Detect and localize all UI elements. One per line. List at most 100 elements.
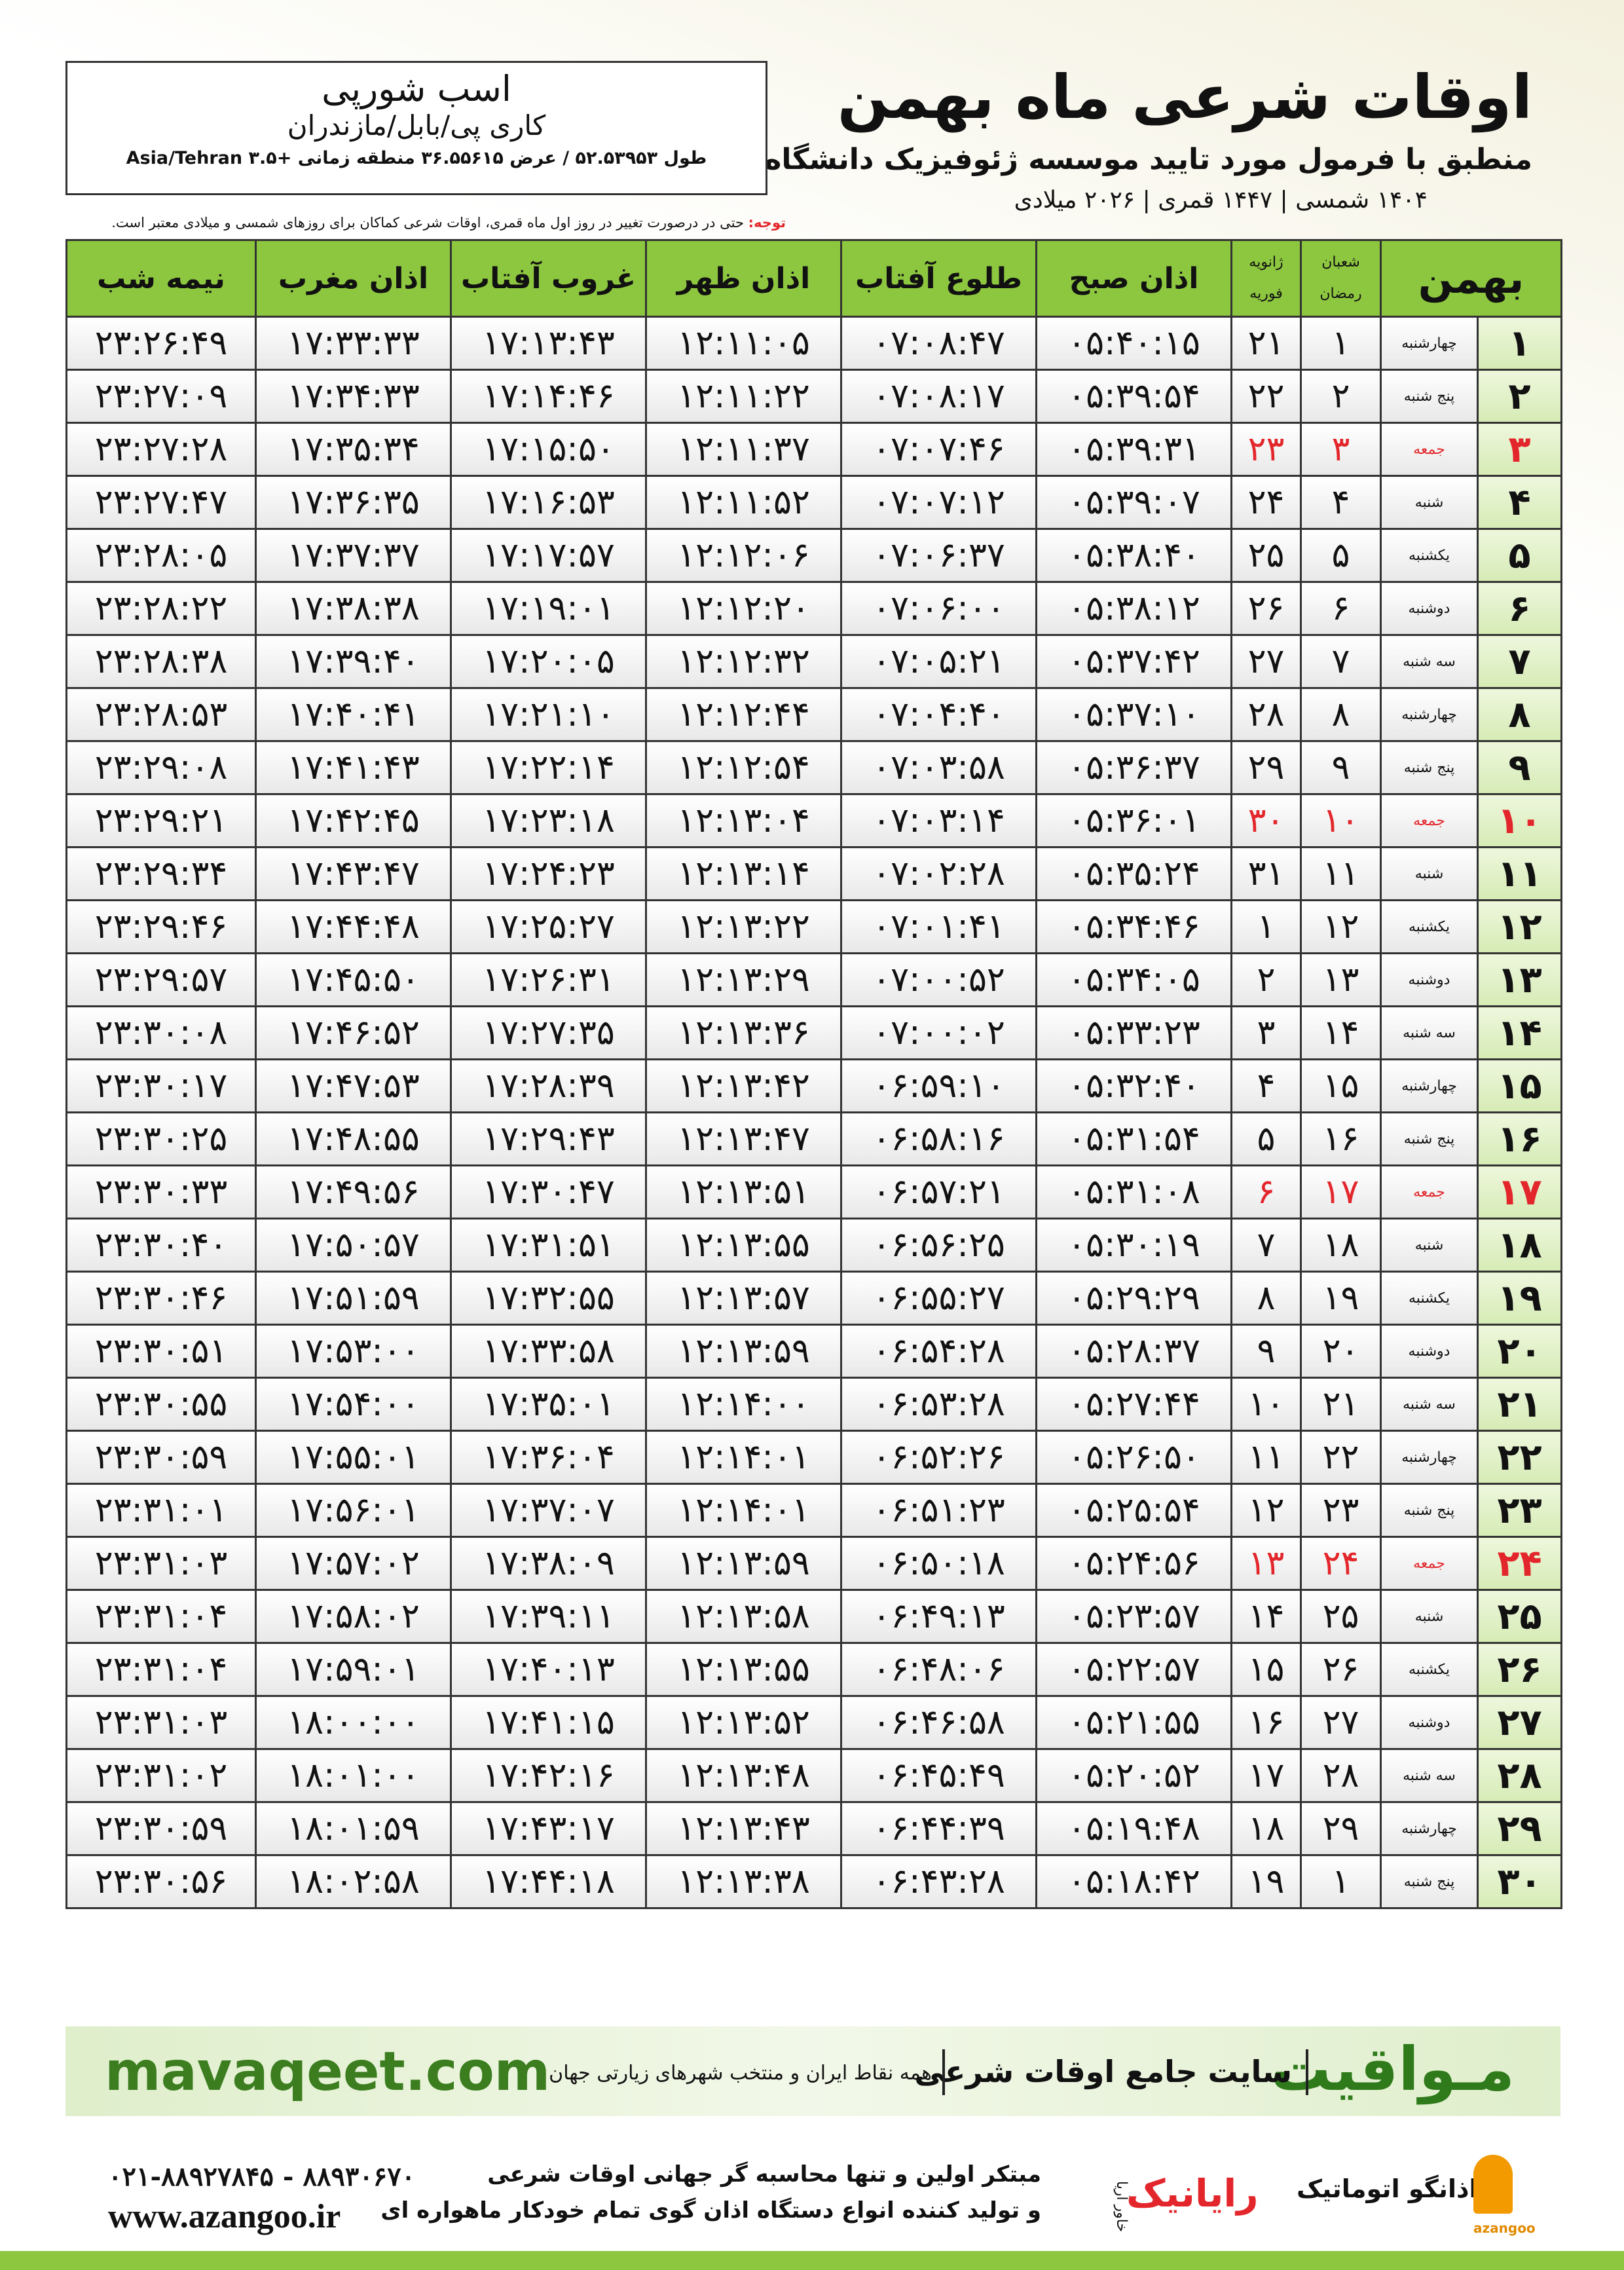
sunset: ۱۷:۳۱:۵۱: [450, 1218, 647, 1273]
sunset: ۱۷:۳۳:۵۸: [450, 1324, 647, 1379]
maghrib: ۱۷:۴۱:۴۳: [255, 740, 452, 795]
weekday: دوشنبه: [1379, 581, 1479, 636]
sunrise: ۰۶:۴۴:۳۹: [840, 1801, 1037, 1856]
sunrise: ۰۷:۰۳:۱۴: [840, 793, 1037, 848]
gregorian-day: ۱۰: [1230, 1377, 1302, 1432]
sunset: ۱۷:۴۱:۱۵: [450, 1695, 647, 1750]
dhuhr: ۱۲:۱۴:۰۰: [645, 1377, 842, 1432]
fajr: ۰۵:۲۵:۵۴: [1035, 1483, 1232, 1538]
weekday: سه شنبه: [1379, 634, 1479, 689]
sunset: ۱۷:۴۰:۱۳: [450, 1642, 647, 1697]
hijri-day: ۱۰: [1300, 793, 1382, 848]
sunset: ۱۷:۲۴:۲۳: [450, 846, 647, 901]
gregorian-day: ۲۷: [1230, 634, 1302, 689]
fajr: ۰۵:۱۹:۴۸: [1035, 1801, 1232, 1856]
hijri-day: ۲: [1300, 369, 1382, 424]
hijri-day: ۲۳: [1300, 1483, 1382, 1538]
logo-sub: خاور آریا: [1113, 2181, 1130, 2233]
site-url: mavaqeet.com: [105, 2041, 551, 2103]
fajr: ۰۵:۱۸:۴۲: [1035, 1854, 1232, 1909]
gregorian-day: ۲۳: [1230, 422, 1302, 477]
maghrib: ۱۷:۵۸:۰۲: [255, 1589, 452, 1644]
maghrib: ۱۷:۴۷:۵۳: [255, 1058, 452, 1113]
times-table: بهمن شعبان رمضان ژانویه فوریه اذان صبح طلوع…: [65, 239, 1563, 1909]
note-label: توجه:: [748, 215, 786, 231]
sunset: ۱۷:۱۹:۰۱: [450, 581, 647, 636]
sunset: ۱۷:۳۲:۵۵: [450, 1271, 647, 1326]
header-row: بهمن شعبان رمضان ژانویه فوریه اذان صبح طلوع…: [65, 239, 1563, 318]
row: ۹ پنج شنبه ۹ ۲۹ ۰۵:۳۶:۳۷ ۰۷:۰۳:۵۸ ۱۲:۱۲:۵۴ ۱۷:۲…: [65, 740, 1563, 795]
hijri-day: ۱۷: [1300, 1164, 1382, 1219]
midnight: ۲۳:۳۱:۰۱: [65, 1483, 257, 1538]
dhuhr: ۱۲:۱۳:۵۷: [645, 1271, 842, 1326]
hijri-day: ۱۳: [1300, 952, 1382, 1007]
day: ۲: [1477, 369, 1563, 424]
day: ۱۲: [1477, 899, 1563, 954]
midnight: ۲۳:۳۰:۳۳: [65, 1164, 257, 1219]
weekday: جمعه: [1379, 1164, 1479, 1219]
location-name: اسب شورپی: [322, 68, 511, 109]
time-header: اذان صبح: [1035, 239, 1232, 318]
weekday: پنج شنبه: [1379, 740, 1479, 795]
row: ۲۸ سه شنبه ۲۸ ۱۷ ۰۵:۲۰:۵۲ ۰۶:۴۵:۴۹ ۱۲:۱۳:۴۸ ۱۷:…: [65, 1748, 1563, 1803]
weekday: یکشنبه: [1379, 1271, 1479, 1326]
hijri-day: ۲۱: [1300, 1377, 1382, 1432]
day: ۱۱: [1477, 846, 1563, 901]
midnight: ۲۳:۳۰:۴۰: [65, 1218, 257, 1273]
maghrib: ۱۷:۳۵:۳۴: [255, 422, 452, 477]
promo-line-2: و تولید کننده انواع دستگاه اذان گوی تمام…: [380, 2197, 1041, 2223]
midnight: ۲۳:۳۱:۰۳: [65, 1695, 257, 1750]
gregorian-day: ۸: [1230, 1271, 1302, 1326]
sunrise: ۰۷:۰۱:۴۱: [840, 899, 1037, 954]
day: ۲۸: [1477, 1748, 1563, 1803]
gregorian-day: ۱۴: [1230, 1589, 1302, 1644]
row: ۲ پنج شنبه ۲ ۲۲ ۰۵:۳۹:۵۴ ۰۷:۰۸:۱۷ ۱۲:۱۱:۲۲ ۱۷:۱…: [65, 369, 1563, 424]
weekday: شنبه: [1379, 475, 1479, 530]
day: ۲۰: [1477, 1324, 1563, 1379]
dhuhr: ۱۲:۱۴:۰۱: [645, 1483, 842, 1538]
gregorian-day: ۹: [1230, 1324, 1302, 1379]
midnight: ۲۳:۳۱:۰۴: [65, 1589, 257, 1644]
gregorian-day: ۱۷: [1230, 1748, 1302, 1803]
fajr: ۰۵:۳۱:۵۴: [1035, 1111, 1232, 1166]
midnight: ۲۳:۲۹:۲۱: [65, 793, 257, 848]
day: ۲۴: [1477, 1536, 1563, 1591]
dhuhr: ۱۲:۱۱:۳۷: [645, 422, 842, 477]
fajr: ۰۵:۲۶:۵۰: [1035, 1430, 1232, 1485]
gregorian-day: ۳: [1230, 1005, 1302, 1060]
sunrise: ۰۶:۵۹:۱۰: [840, 1058, 1037, 1113]
weekday: دوشنبه: [1379, 952, 1479, 1007]
gregorian-day: ۳۰: [1230, 793, 1302, 848]
gregorian-day: ۳۱: [1230, 846, 1302, 901]
dhuhr: ۱۲:۱۳:۰۴: [645, 793, 842, 848]
sunrise: ۰۶:۵۲:۲۶: [840, 1430, 1037, 1485]
gregorian-day: ۱۵: [1230, 1642, 1302, 1697]
fajr: ۰۵:۳۶:۰۱: [1035, 793, 1232, 848]
fajr: ۰۵:۳۹:۰۷: [1035, 475, 1232, 530]
dhuhr: ۱۲:۱۳:۵۵: [645, 1218, 842, 1273]
web: www.azangoo.ir: [108, 2198, 341, 2235]
midnight: ۲۳:۲۸:۲۲: [65, 581, 257, 636]
sunrise: ۰۶:۴۶:۵۸: [840, 1695, 1037, 1750]
day: ۲۲: [1477, 1430, 1563, 1485]
hijri-day: ۱۸: [1300, 1218, 1382, 1273]
location-box: اسب شورپی کاری پی/بابل/مازندران طول ۵۲.۵…: [65, 61, 767, 195]
midnight: ۲۳:۳۰:۴۶: [65, 1271, 257, 1326]
sunset: ۱۷:۴۲:۱۶: [450, 1748, 647, 1803]
weekday: دوشنبه: [1379, 1695, 1479, 1750]
maghrib: ۱۸:۰۱:۵۹: [255, 1801, 452, 1856]
fajr: ۰۵:۳۷:۱۰: [1035, 687, 1232, 742]
weekday: یکشنبه: [1379, 1642, 1479, 1697]
midnight: ۲۳:۲۷:۴۷: [65, 475, 257, 530]
maghrib: ۱۷:۴۹:۵۶: [255, 1164, 452, 1219]
brand: مـواقیت: [1270, 2034, 1515, 2104]
row: ۲۲ چهارشنبه ۲۲ ۱۱ ۰۵:۲۶:۵۰ ۰۶:۵۲:۲۶ ۱۲:۱۴:۰۱ ۱۷…: [65, 1430, 1563, 1485]
sunset: ۱۷:۱۶:۵۳: [450, 475, 647, 530]
sunset: ۱۷:۳۸:۰۹: [450, 1536, 647, 1591]
hijri-day: ۲۹: [1300, 1801, 1382, 1856]
hijri-day: ۲۶: [1300, 1642, 1382, 1697]
hijri-day: ۵: [1300, 528, 1382, 583]
sunrise: ۰۶:۴۳:۲۸: [840, 1854, 1037, 1909]
hijri-header-1: شعبان: [1321, 254, 1360, 270]
